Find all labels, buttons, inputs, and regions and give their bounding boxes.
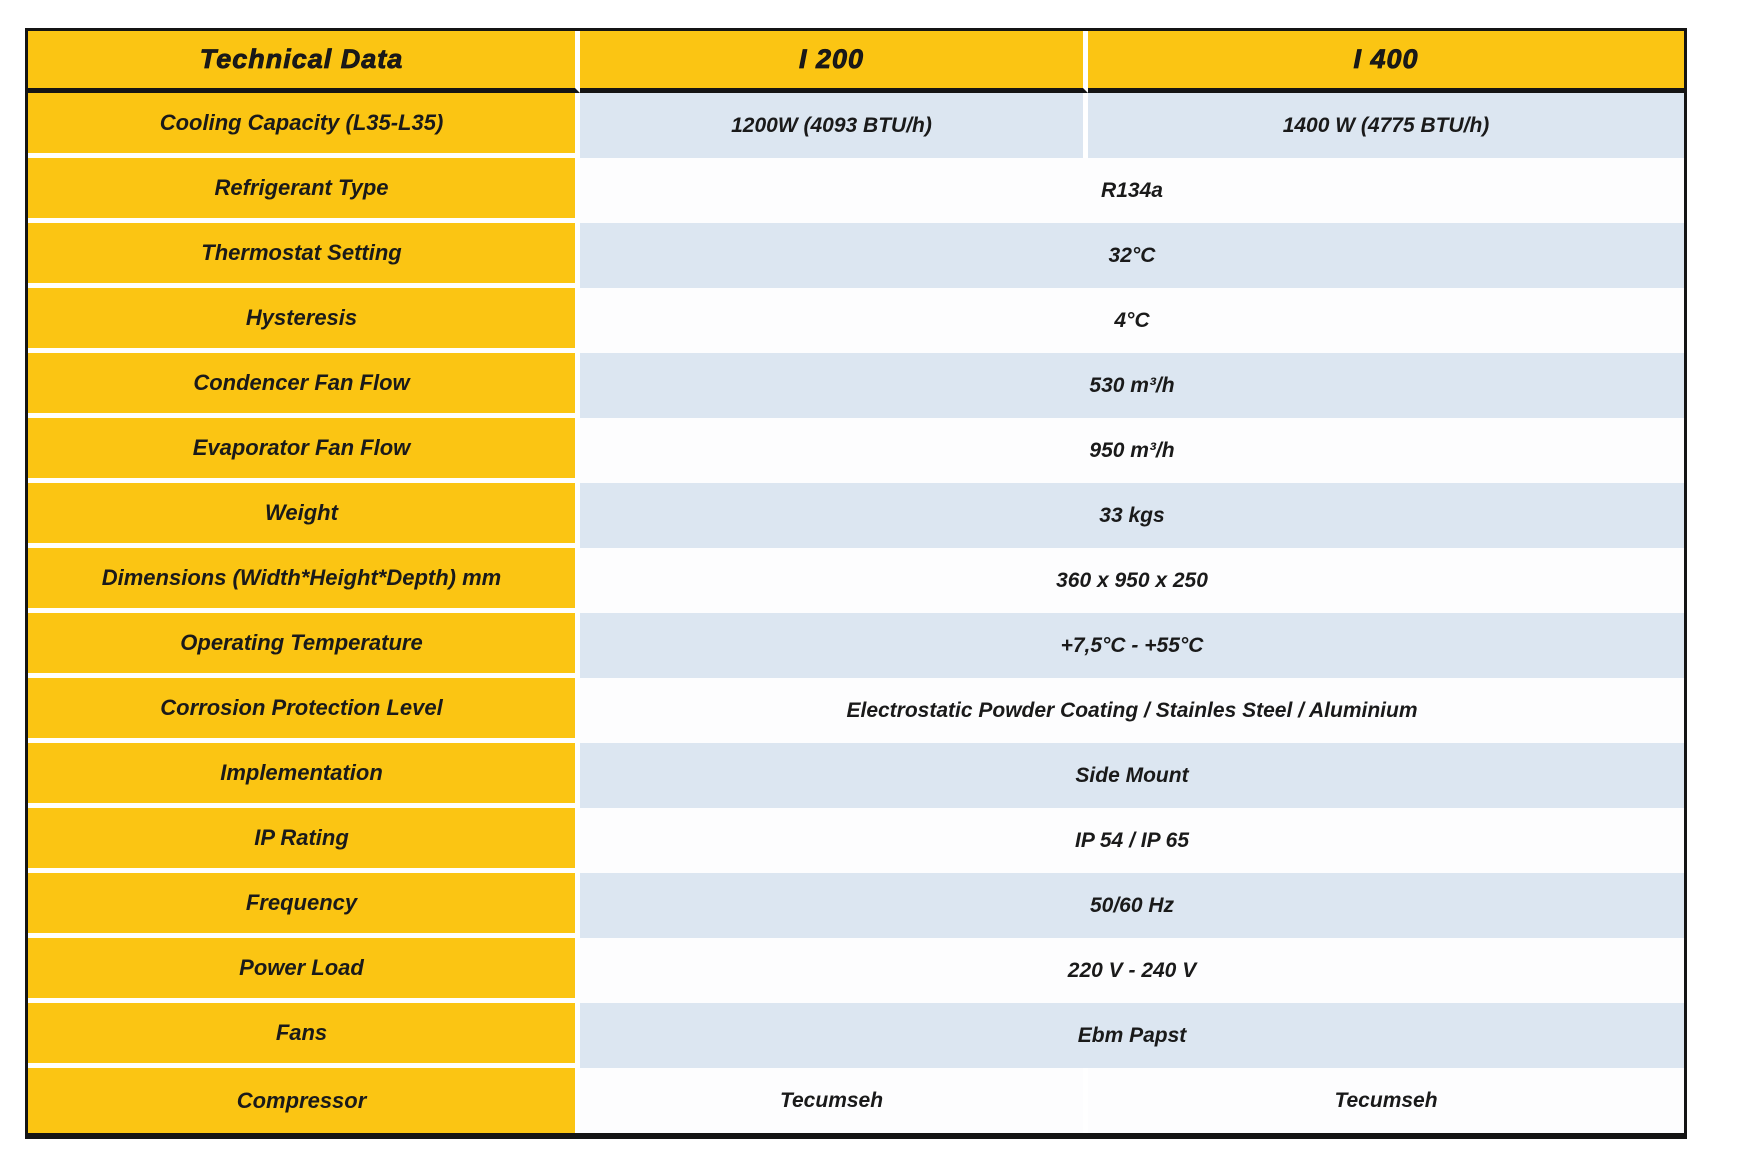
table-row: Implementation Side Mount: [28, 743, 1684, 808]
row-value-condencer-fan-flow: 530 m³/h: [580, 353, 1684, 418]
table-row: Hysteresis 4°C: [28, 288, 1684, 353]
table-row: Frequency 50/60 Hz: [28, 873, 1684, 938]
column-header-model-i200: I 200: [580, 31, 1088, 93]
table-row: Weight 33 kgs: [28, 483, 1684, 548]
row-label-thermostat-setting: Thermostat Setting: [28, 223, 580, 288]
row-value-fans: Ebm Papst: [580, 1003, 1684, 1068]
table-row: Condencer Fan Flow 530 m³/h: [28, 353, 1684, 418]
row-value-weight: 33 kgs: [580, 483, 1684, 548]
row-label-condencer-fan-flow: Condencer Fan Flow: [28, 353, 580, 418]
row-label-frequency: Frequency: [28, 873, 580, 938]
row-value-implementation: Side Mount: [580, 743, 1684, 808]
row-value-thermostat-setting: 32°C: [580, 223, 1684, 288]
row-label-corrosion-protection-level: Corrosion Protection Level: [28, 678, 580, 743]
table-row: Thermostat Setting 32°C: [28, 223, 1684, 288]
row-label-weight: Weight: [28, 483, 580, 548]
row-value-operating-temperature: +7,5°C - +55°C: [580, 613, 1684, 678]
row-label-hysteresis: Hysteresis: [28, 288, 580, 353]
table-row: Refrigerant Type R134a: [28, 158, 1684, 223]
row-value-dimensions: 360 x 950 x 250: [580, 548, 1684, 613]
row-label-evaporator-fan-flow: Evaporator Fan Flow: [28, 418, 580, 483]
row-label-compressor: Compressor: [28, 1068, 580, 1133]
row-label-dimensions: Dimensions (Width*Height*Depth) mm: [28, 548, 580, 613]
row-value-frequency: 50/60 Hz: [580, 873, 1684, 938]
row-value-cooling-capacity-i200: 1200W (4093 BTU/h): [580, 93, 1088, 158]
row-value-evaporator-fan-flow: 950 m³/h: [580, 418, 1684, 483]
table-row: Fans Ebm Papst: [28, 1003, 1684, 1068]
table-row: IP Rating IP 54 / IP 65: [28, 808, 1684, 873]
technical-data-table: Technical Data I 200 I 400 Cooling Capac…: [28, 31, 1684, 1133]
column-header-model-i400: I 400: [1088, 31, 1684, 93]
row-label-operating-temperature: Operating Temperature: [28, 613, 580, 678]
row-value-ip-rating: IP 54 / IP 65: [580, 808, 1684, 873]
row-value-power-load: 220 V - 240 V: [580, 938, 1684, 1003]
row-value-hysteresis: 4°C: [580, 288, 1684, 353]
table-row: Dimensions (Width*Height*Depth) mm 360 x…: [28, 548, 1684, 613]
row-label-cooling-capacity: Cooling Capacity (L35-L35): [28, 93, 580, 158]
table-row: Evaporator Fan Flow 950 m³/h: [28, 418, 1684, 483]
row-label-power-load: Power Load: [28, 938, 580, 1003]
row-value-compressor-i400: Tecumseh: [1088, 1068, 1684, 1133]
table-row: Corrosion Protection Level Electrostatic…: [28, 678, 1684, 743]
row-label-fans: Fans: [28, 1003, 580, 1068]
row-value-cooling-capacity-i400: 1400 W (4775 BTU/h): [1088, 93, 1684, 158]
table-row: Power Load 220 V - 240 V: [28, 938, 1684, 1003]
technical-data-table-frame: Technical Data I 200 I 400 Cooling Capac…: [25, 28, 1687, 1139]
row-label-ip-rating: IP Rating: [28, 808, 580, 873]
row-value-refrigerant-type: R134a: [580, 158, 1684, 223]
table-row: Operating Temperature +7,5°C - +55°C: [28, 613, 1684, 678]
table-title: Technical Data: [28, 31, 580, 93]
table-row: Compressor Tecumseh Tecumseh: [28, 1068, 1684, 1133]
header-row: Technical Data I 200 I 400: [28, 31, 1684, 93]
row-value-corrosion-protection-level: Electrostatic Powder Coating / Stainles …: [580, 678, 1684, 743]
row-value-compressor-i200: Tecumseh: [580, 1068, 1088, 1133]
row-label-refrigerant-type: Refrigerant Type: [28, 158, 580, 223]
row-label-implementation: Implementation: [28, 743, 580, 808]
table-row: Cooling Capacity (L35-L35) 1200W (4093 B…: [28, 93, 1684, 158]
